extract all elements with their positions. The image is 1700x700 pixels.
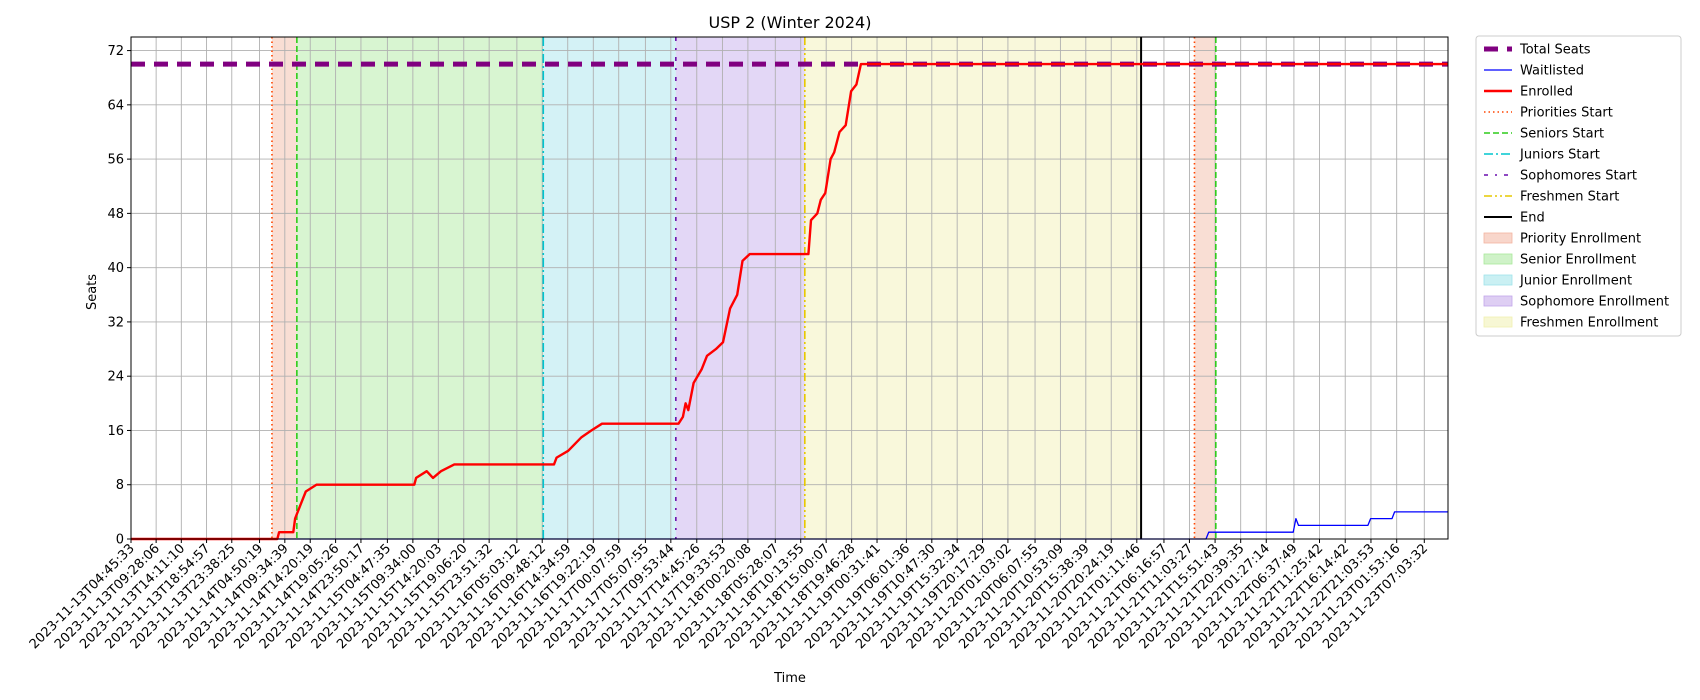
legend-swatch-senior-enrollment — [1483, 253, 1513, 265]
x-axis-label: Time — [773, 671, 806, 686]
legend-label-seniors-start: Seniors Start — [1520, 127, 1604, 142]
legend-frame — [1475, 35, 1682, 337]
y-tick-label: 8 — [116, 478, 124, 493]
y-tick-label: 64 — [107, 98, 124, 113]
plot-area: 0816243240485664722023-11-13T04:45:33202… — [27, 36, 1449, 652]
legend: Total Seats Waitlisted Enrolled Priorities … — [1475, 35, 1682, 337]
y-tick-label: 56 — [107, 153, 124, 168]
axes-frame — [130, 36, 1449, 540]
chart-title: USP 2 (Winter 2024) — [709, 13, 872, 32]
series-enrolled — [131, 62, 1448, 541]
legend-label-junior-enrollment: Junior Enrollment — [1519, 274, 1632, 289]
span-senior-enrollment — [296, 37, 544, 539]
legend-label-priority-enrollment: Priority Enrollment — [1520, 232, 1641, 247]
legend-label-juniors-start: Juniors Start — [1519, 148, 1600, 163]
y-tick-label: 48 — [107, 207, 124, 222]
legend-label-total-seats: Total Seats — [1519, 43, 1591, 58]
y-tick-label: 40 — [107, 261, 124, 276]
legend-label-waitlisted: Waitlisted — [1520, 64, 1584, 79]
legend-swatch-junior-enrollment — [1483, 274, 1513, 286]
y-axis-label: Seats — [85, 274, 100, 310]
span-junior-enrollment — [543, 37, 676, 539]
legend-label-sophomores-start: Sophomores Start — [1520, 169, 1637, 184]
y-tick-label: 32 — [107, 315, 124, 330]
legend-label-priorities-start: Priorities Start — [1520, 106, 1613, 121]
legend-label-sophomore-enrollment: Sophomore Enrollment — [1520, 295, 1669, 310]
legend-swatch-sophomore-enrollment — [1483, 295, 1513, 307]
span-priority-enrollment — [1194, 37, 1216, 539]
series-waitlisted — [131, 511, 1448, 540]
span-sophomore-enrollment — [675, 37, 805, 539]
legend-swatch-freshmen-enrollment — [1483, 316, 1513, 328]
y-tick-label: 0 — [116, 533, 124, 548]
span-freshmen-enrollment — [804, 37, 1142, 539]
y-tick-label: 24 — [107, 370, 124, 385]
legend-label-enrolled: Enrolled — [1520, 85, 1573, 100]
legend-label-freshmen-enrollment: Freshmen Enrollment — [1520, 316, 1658, 331]
legend-label-end: End — [1520, 211, 1545, 226]
y-tick-label: 72 — [107, 44, 124, 59]
legend-label-freshmen-start: Freshmen Start — [1520, 190, 1619, 205]
legend-swatch-priority-enrollment — [1483, 232, 1513, 244]
legend-label-senior-enrollment: Senior Enrollment — [1520, 253, 1636, 268]
y-tick-label: 16 — [107, 424, 124, 439]
